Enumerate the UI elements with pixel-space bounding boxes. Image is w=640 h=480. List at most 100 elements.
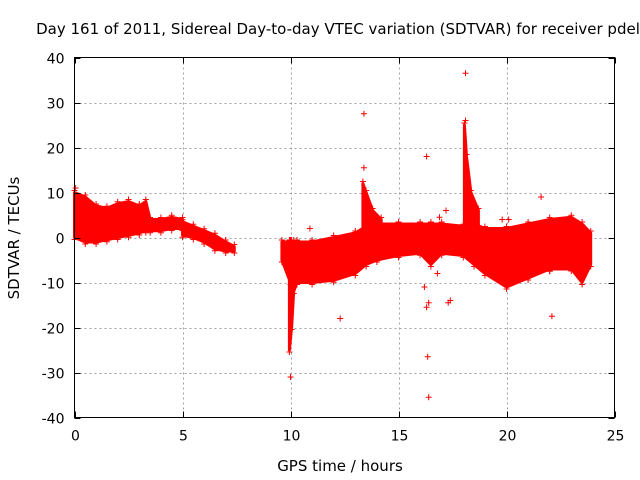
outlier-point bbox=[425, 299, 432, 306]
y-tick-label: -20 bbox=[42, 322, 65, 338]
outlier-point bbox=[424, 353, 431, 360]
data-layer bbox=[71, 70, 594, 401]
band-edge-point bbox=[503, 223, 510, 230]
band-edge-point bbox=[168, 212, 175, 219]
y-axis-label: SDTVAR / TECUs bbox=[5, 176, 23, 299]
outlier-point bbox=[287, 374, 294, 380]
band-edge-point bbox=[579, 219, 586, 225]
x-tick-label: 5 bbox=[179, 429, 188, 445]
band-edge-point bbox=[363, 221, 370, 228]
band-edge-point bbox=[352, 272, 359, 279]
band-edge-point bbox=[525, 277, 532, 283]
band-edge-point bbox=[125, 234, 132, 241]
band-edge-point bbox=[278, 259, 285, 265]
band-edge-point bbox=[363, 227, 370, 234]
x-tick-label: 0 bbox=[71, 429, 80, 445]
band-edge-point bbox=[211, 230, 218, 237]
band-edge-point bbox=[427, 263, 434, 270]
band-edge-point bbox=[157, 214, 164, 221]
band-edge-point bbox=[103, 238, 110, 245]
band-edge-point bbox=[294, 281, 300, 288]
y-tick-label: 40 bbox=[47, 52, 65, 68]
band-edge-point bbox=[568, 212, 575, 219]
outlier-point bbox=[505, 216, 512, 223]
band-edge-point bbox=[231, 241, 238, 248]
band-edge-point bbox=[82, 192, 89, 198]
outlier-point bbox=[499, 216, 506, 223]
band-edge-point bbox=[114, 236, 121, 243]
band-edge-point bbox=[481, 223, 488, 230]
band-edge-point bbox=[369, 205, 376, 212]
outlier-point bbox=[538, 194, 545, 200]
band-edge-point bbox=[373, 259, 380, 265]
y-tick-label: -30 bbox=[42, 367, 65, 383]
outlier-point bbox=[423, 153, 430, 160]
x-axis-label: GPS time / hours bbox=[277, 457, 403, 475]
band-edge-point bbox=[467, 187, 474, 194]
band-edge-point bbox=[330, 279, 337, 286]
band-edge-point bbox=[309, 281, 316, 288]
outlier-point bbox=[548, 313, 555, 320]
band-edge-point bbox=[82, 241, 89, 247]
band-edge-point bbox=[461, 120, 468, 126]
outlier-point bbox=[360, 110, 367, 117]
data-band-segment-1b bbox=[181, 220, 236, 253]
band-edge-point bbox=[587, 263, 594, 270]
band-edge-point bbox=[93, 201, 100, 207]
band-edge-point bbox=[286, 349, 293, 355]
band-edge-point bbox=[363, 187, 370, 194]
outlier-point bbox=[445, 299, 452, 306]
band-edge-point bbox=[369, 227, 376, 234]
outlier-point bbox=[306, 225, 313, 232]
outlier-point bbox=[360, 164, 367, 171]
band-edge-point bbox=[201, 225, 208, 232]
band-edge-point bbox=[142, 196, 149, 203]
outlier-point bbox=[462, 70, 469, 77]
band-edge-point bbox=[147, 229, 154, 236]
outlier-point bbox=[425, 394, 432, 401]
x-tick-label: 10 bbox=[283, 429, 301, 445]
band-edge-point bbox=[222, 237, 229, 243]
data-band-spike-18.1h bbox=[462, 123, 480, 235]
y-tick-label: 30 bbox=[47, 97, 65, 113]
band-edge-point bbox=[427, 219, 434, 225]
x-tick-label: 15 bbox=[391, 429, 409, 445]
data-band-segment-2 bbox=[280, 215, 593, 289]
outlier-point bbox=[337, 315, 344, 322]
band-edge-point bbox=[546, 214, 553, 221]
band-edge-point bbox=[179, 216, 186, 223]
band-edge-point bbox=[201, 241, 208, 247]
band-edge-point bbox=[125, 196, 132, 203]
band-edge-point bbox=[467, 232, 474, 238]
band-edge-point bbox=[481, 272, 488, 279]
band-edge-point bbox=[503, 286, 510, 292]
band-edge-point bbox=[231, 250, 238, 256]
y-tick-label: -40 bbox=[42, 412, 65, 428]
band-edge-point bbox=[290, 290, 297, 297]
band-edge-point bbox=[471, 219, 478, 225]
band-edge-point bbox=[438, 219, 445, 225]
band-edge-point bbox=[546, 268, 553, 274]
band-edge-point bbox=[587, 228, 594, 234]
band-edge-point bbox=[460, 254, 467, 261]
y-tick-label: 0 bbox=[56, 232, 65, 248]
band-edge-point bbox=[373, 219, 380, 225]
band-edge-point bbox=[417, 252, 424, 259]
band-edge-point bbox=[190, 221, 197, 228]
band-edge-point bbox=[378, 227, 385, 234]
band-edge-point bbox=[287, 281, 294, 288]
band-edge-point bbox=[168, 227, 175, 234]
band-edge-point bbox=[190, 236, 197, 243]
band-edge-point bbox=[568, 268, 575, 274]
band-edge-point bbox=[352, 228, 359, 234]
outlier-point bbox=[421, 284, 428, 290]
plot-frame bbox=[74, 57, 615, 418]
band-edge-point bbox=[179, 227, 186, 234]
band-edge-point bbox=[147, 214, 154, 221]
chart-title: Day 161 of 2011, Sidereal Day-to-day VTE… bbox=[36, 20, 640, 38]
band-edge-point bbox=[460, 221, 467, 228]
band-edge-point bbox=[157, 229, 164, 236]
band-edge-point bbox=[179, 234, 186, 241]
band-edge-point bbox=[475, 205, 482, 212]
